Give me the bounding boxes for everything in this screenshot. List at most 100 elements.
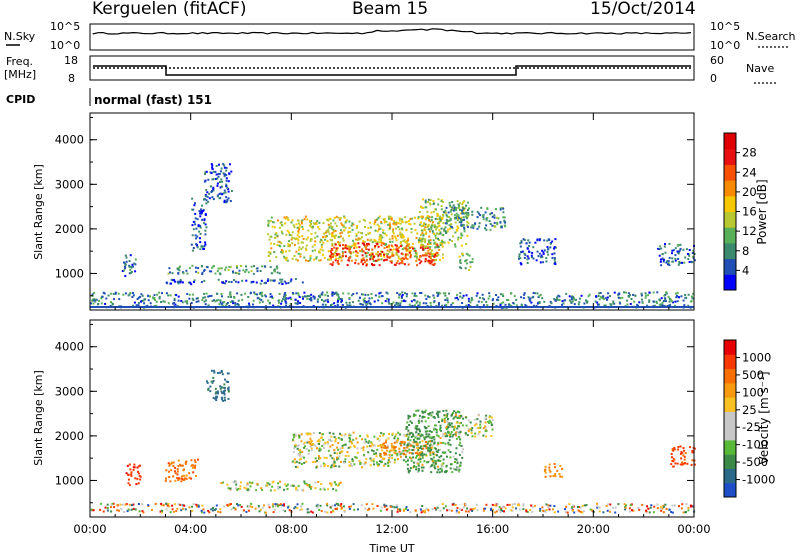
power-cell-12-14 bbox=[661, 253, 664, 255]
power-cell-12-68 bbox=[674, 254, 677, 257]
velocity-cell-5-116 bbox=[309, 445, 312, 448]
power-cell-7-119 bbox=[368, 254, 371, 256]
power-cell-6-565 bbox=[310, 223, 312, 225]
power-cell-8-177 bbox=[442, 201, 444, 203]
velocity-cell-7-120 bbox=[423, 425, 426, 428]
velocity-cell-0-113 bbox=[177, 503, 180, 506]
velocity-cell-0-354 bbox=[402, 508, 405, 511]
power-cell-7-106 bbox=[348, 256, 351, 259]
power-cell-7-184 bbox=[342, 244, 345, 246]
velocity-cell-5-34 bbox=[298, 458, 301, 461]
power-cell-0-408 bbox=[237, 304, 240, 306]
velocity-cell-0-280 bbox=[306, 511, 309, 514]
power-cell-1-17 bbox=[133, 262, 136, 265]
velocity-cell-7-10 bbox=[423, 411, 426, 414]
velocity-cell-7-113 bbox=[416, 428, 418, 431]
power-cell-11-57 bbox=[554, 263, 557, 266]
velocity-cell-1-0 bbox=[139, 478, 142, 481]
velocity-cell-0-65 bbox=[424, 509, 427, 512]
velocity-cell-0-2 bbox=[119, 503, 122, 506]
power-cell-0-140 bbox=[599, 295, 602, 298]
velocity-cell-0-60 bbox=[628, 510, 631, 513]
power-cell-6-85 bbox=[297, 230, 300, 233]
power-cell-8-134 bbox=[441, 213, 444, 216]
power-cell-0-49 bbox=[205, 292, 208, 295]
power-cell-6-78 bbox=[389, 215, 392, 218]
power-cell-4-78 bbox=[216, 195, 219, 198]
velocity-cell-5-185 bbox=[349, 445, 352, 448]
power-cell-6-627 bbox=[335, 224, 338, 227]
velocity-cell-0-404 bbox=[511, 506, 514, 509]
velocity-cell-7-190 bbox=[433, 459, 436, 462]
power-cell-12-8 bbox=[657, 247, 660, 250]
velocity-cell-0-66 bbox=[240, 505, 243, 508]
velocity-cell-0-249 bbox=[566, 511, 569, 514]
velocity-cell-3-28 bbox=[216, 372, 219, 374]
power-cell-6-177 bbox=[404, 216, 407, 219]
velocity-cell-0-264 bbox=[138, 510, 141, 513]
freq-tick-top: 18 bbox=[64, 54, 78, 67]
velocity-cell-4-7 bbox=[337, 484, 340, 487]
velocity-cell-8-25 bbox=[484, 428, 487, 431]
velocity-cell-1-2 bbox=[125, 472, 128, 475]
velocity-cell-3-40 bbox=[222, 399, 225, 402]
power-cell-6-644 bbox=[399, 231, 402, 234]
velocity-cell-5-152 bbox=[421, 463, 424, 466]
power-cell-5-43 bbox=[199, 248, 202, 251]
velocity-cell-0-158 bbox=[617, 503, 620, 506]
power-cell-0-155 bbox=[461, 302, 464, 304]
power-cell-2-24 bbox=[222, 281, 224, 284]
power-cell-0-635 bbox=[692, 292, 695, 295]
power-cell-0-754 bbox=[365, 301, 368, 304]
velocity-cell-7-42 bbox=[407, 415, 410, 418]
velocity-cell-4-77 bbox=[272, 480, 275, 483]
power-cell-2-48 bbox=[187, 281, 190, 284]
power-cell-12-64 bbox=[691, 252, 694, 254]
power-cell-0-120 bbox=[348, 297, 351, 300]
power-cell-5-32 bbox=[203, 219, 206, 222]
power-cell-0-346 bbox=[509, 304, 512, 307]
power-cell-8-152 bbox=[436, 226, 439, 229]
power-cell-0-96 bbox=[411, 292, 414, 295]
power-cell-7-84 bbox=[422, 247, 425, 250]
power-cell-6-643 bbox=[283, 255, 286, 258]
velocity-cell-1-21 bbox=[136, 466, 139, 469]
power-cell-6-477 bbox=[328, 258, 331, 261]
power-cell-6-553 bbox=[442, 253, 444, 256]
power-cell-0-686 bbox=[319, 296, 321, 299]
power-cell-6-333 bbox=[437, 239, 440, 241]
velocity-cell-3-55 bbox=[213, 371, 216, 374]
power-cell-8-2 bbox=[434, 246, 437, 249]
power-cell-6-494 bbox=[311, 227, 314, 230]
velocity-cell-7-250 bbox=[425, 433, 428, 436]
velocity-cell-5-278 bbox=[373, 453, 376, 455]
power-cell-8-28 bbox=[417, 239, 420, 242]
power-cell-1-18 bbox=[131, 263, 134, 266]
power-cell-7-9 bbox=[381, 250, 384, 253]
power-cell-9-26 bbox=[467, 209, 469, 211]
velocity-cell-5-427 bbox=[348, 461, 351, 464]
power-cell-0-476 bbox=[475, 294, 478, 297]
velocity-cell-7-224 bbox=[461, 450, 464, 453]
power-cell-0-52 bbox=[161, 292, 163, 295]
power-cell-4-69 bbox=[223, 199, 226, 202]
power-cell-8-51 bbox=[456, 215, 459, 218]
velocity-cell-4-53 bbox=[235, 480, 238, 483]
velocity-cell-8-7 bbox=[446, 414, 448, 417]
power-cell-8-63 bbox=[441, 242, 444, 245]
power-cell-6-621 bbox=[273, 243, 276, 245]
velocity-cell-0-300 bbox=[547, 506, 550, 509]
power-cell-7-196 bbox=[424, 257, 427, 260]
power-cell-7-125 bbox=[426, 246, 429, 249]
power-cell-6-457 bbox=[389, 225, 392, 228]
velocity-cell-0-46 bbox=[232, 506, 235, 509]
power-cell-7-61 bbox=[422, 248, 424, 251]
power-cell-0-382 bbox=[570, 301, 573, 304]
power-cell-0-191 bbox=[291, 292, 294, 294]
power-cell-0-171 bbox=[446, 299, 449, 302]
power-cell-6-479 bbox=[383, 217, 386, 220]
power-cell-7-76 bbox=[339, 244, 342, 247]
velocity-cell-0-425 bbox=[192, 503, 195, 505]
velocity-cell-5-7 bbox=[391, 433, 394, 436]
